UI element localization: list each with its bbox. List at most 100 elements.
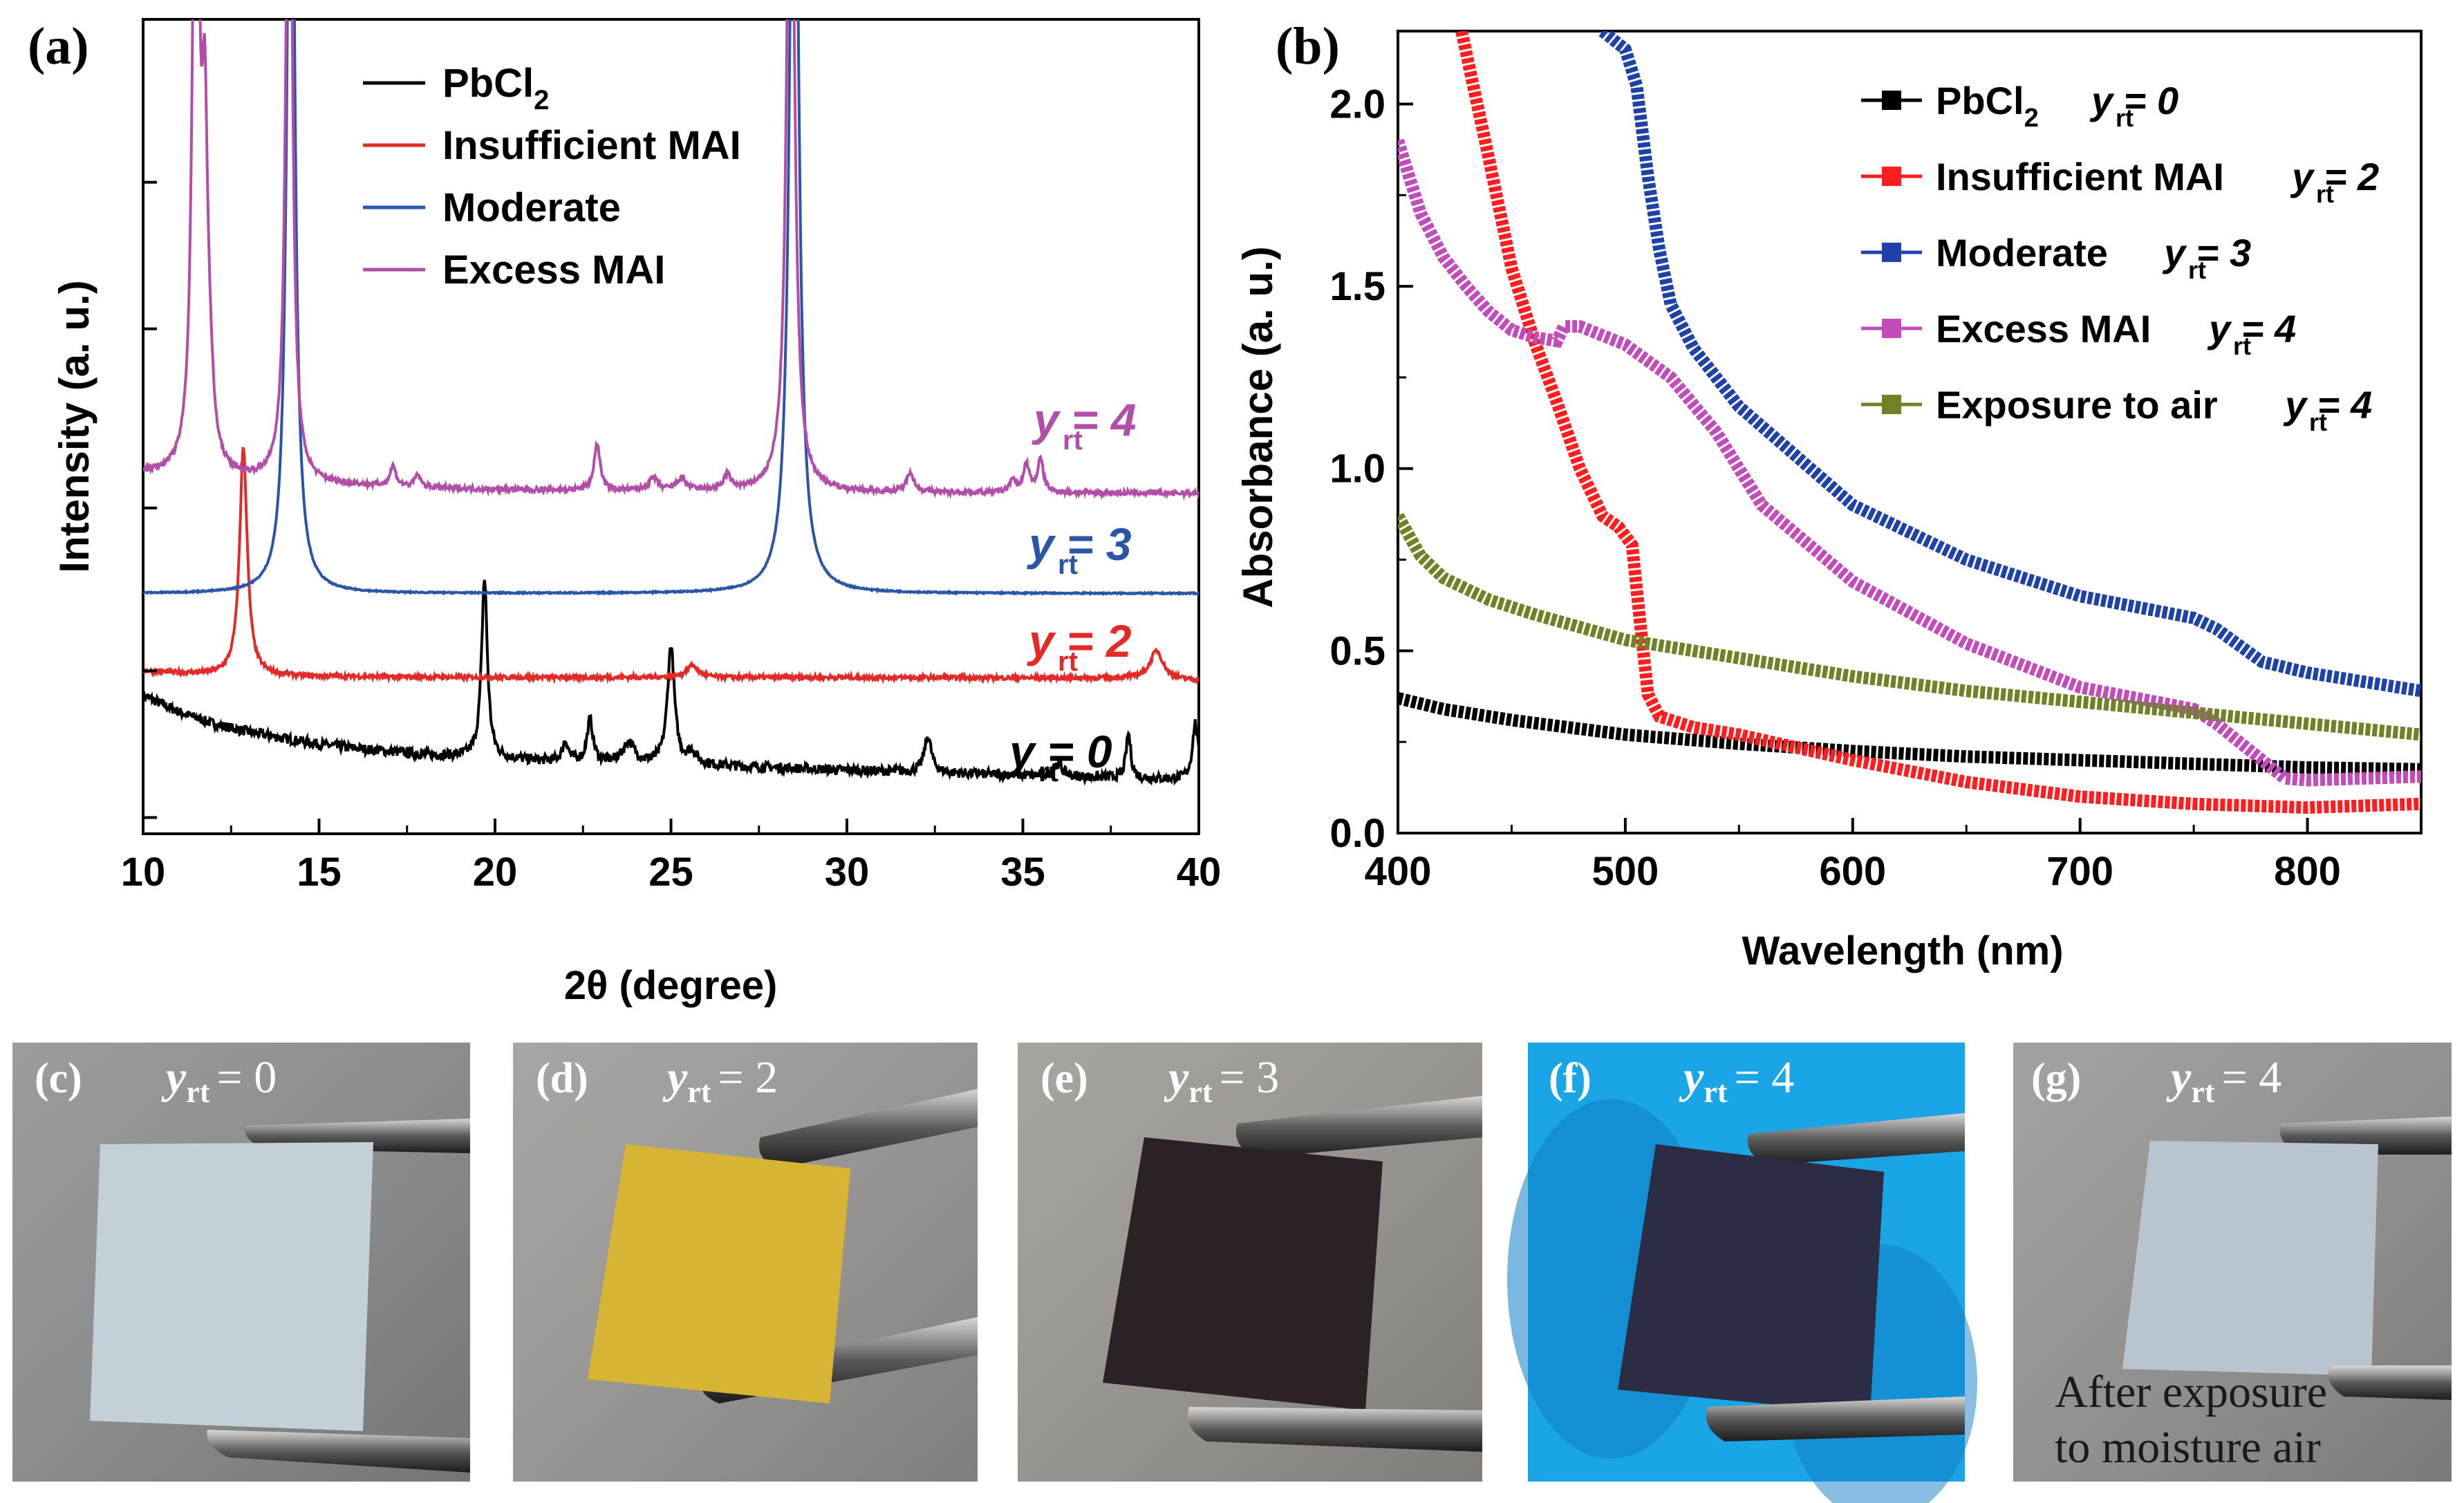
xrd-tick-labels: 10 15 20 25 30 35 40 (121, 850, 1222, 895)
photo-d-sample (588, 1144, 850, 1403)
legend-label-moderate: Moderate (442, 185, 621, 230)
absorbance-axis-ticks (1397, 102, 2309, 834)
tweezer-icon (1706, 1397, 1965, 1441)
legend-b-excess-ysub: rt (2233, 332, 2251, 360)
photo-g-val: = 4 (2221, 1052, 2281, 1103)
xrd-series-lines (143, 19, 1199, 786)
photo-d-label: (d) (536, 1055, 588, 1102)
legend-label-pbcl2-sub: 2 (534, 85, 549, 115)
xrd-x-tick-label-10: 10 (121, 850, 166, 895)
xrd-x-tick-label-15: 15 (297, 850, 342, 895)
xrd-line-pbcl2 (143, 579, 1199, 786)
photo-d: (d) yrt = 2 (513, 1043, 978, 1482)
legend-b-moderate: Moderate (1936, 231, 2108, 274)
legend-item-excess: Excess MAI y = 4 rt (1861, 307, 2296, 360)
absorbance-tick-labels: 400 500 600 700 800 0.0 0.5 1.0 1.5 2.0 (1329, 82, 2341, 894)
legend-b-excess-y: y = 4 (2207, 307, 2296, 351)
absorbance-legend: PbCl2 y = 0 rt Insufficient MAI y = 2 rt… (1861, 79, 2379, 436)
annotation-y3-sub: rt (1058, 550, 1078, 580)
absorbance-chart-panel-b: (b) 400 500 600 700 800 0.0 0.5 1.0 1.5 2.0 Absor… (1235, 17, 2423, 973)
absorbance-line-moderate (1598, 31, 2421, 698)
photo-e-val: = 3 (1219, 1052, 1279, 1103)
absorbance-series-lines (1398, 31, 2421, 814)
xrd-x-axis-label: 2θ (degree) (564, 963, 778, 1008)
absorbance-line-excess-mai (1398, 138, 2421, 787)
photo-c-y: y (161, 1052, 187, 1103)
photo-c-label: (c) (35, 1055, 82, 1102)
xrd-x-tick-label-40: 40 (1177, 850, 1222, 895)
legend-label-excess: Excess MAI (442, 248, 665, 292)
photo-f-sub: rt (1704, 1075, 1728, 1109)
absorbance-line-insufficient-mai (1455, 31, 2421, 814)
xrd-x-tick-label-30: 30 (825, 850, 870, 895)
annotation-y4-sub: rt (1063, 425, 1083, 456)
tweezer-icon (758, 1089, 978, 1168)
annotation-y0-y: y = 0 (1007, 726, 1112, 777)
legend-label-pbcl2: PbCl2 (442, 61, 549, 115)
photo-f-yrt: yrt = 4 (1679, 1052, 1794, 1109)
xrd-line-excess-mai (143, 19, 1199, 501)
photo-e-sub: rt (1188, 1075, 1213, 1109)
tweezer-icon (1235, 1096, 1482, 1158)
absorbance-plot-frame (1397, 30, 2423, 834)
legend-item-insufficient: Insufficient MAI y = 2 rt (1861, 155, 2379, 208)
legend-item-pbcl2: PbCl2 y = 0 rt (1861, 79, 2178, 133)
annotation-y2: y = 2 (1027, 615, 1132, 666)
legend-b-exposure-y: y = 4 (2283, 383, 2372, 427)
legend-b-insufficient-y: y = 2 (2290, 155, 2379, 198)
annotation-y0: y = 0 (1007, 726, 1112, 777)
annotation-y4-y: y = 4 (1032, 394, 1137, 445)
photo-d-yrt: yrt = 2 (662, 1052, 778, 1109)
absorbance-line-exposure-to-air (1398, 512, 2421, 741)
xrd-x-tick-label-35: 35 (1000, 850, 1045, 895)
xrd-line-insufficient-mai (143, 447, 1199, 685)
photo-g-sample (2122, 1141, 2378, 1376)
absorbance-x-tick-label-400: 400 (1365, 849, 1432, 894)
xrd-annotations: y = 4 rt y = 3 rt y = 2 rt y = 0 rt (1007, 394, 1137, 787)
photo-c-yrt: yrt = 0 (161, 1052, 277, 1109)
tweezer-icon (207, 1430, 470, 1473)
legend-b-pbcl2: PbCl2 (1936, 79, 2039, 133)
legend-b-pbcl2-y: y = 0 (2089, 79, 2178, 122)
xrd-y-axis-label: Intensity (a. u.) (51, 280, 97, 572)
photo-c-sub: rt (186, 1075, 210, 1109)
photo-f-label: (f) (1549, 1055, 1592, 1102)
panel-a-label: (a) (28, 17, 89, 75)
photo-e-label: (e) (1040, 1055, 1088, 1102)
photo-g-y: y (2166, 1052, 2192, 1103)
photo-g-caption-line2: to moisture air (2055, 1422, 2321, 1473)
tweezer-icon (1747, 1113, 1965, 1165)
absorbance-x-tick-label-600: 600 (1819, 849, 1886, 894)
photo-c-val: = 0 (216, 1052, 277, 1103)
absorbance-x-axis-label: Wavelength (nm) (1742, 928, 2063, 973)
absorbance-y-tick-label-1.5: 1.5 (1329, 264, 1385, 309)
photo-g-yrt: yrt = 4 (2166, 1052, 2281, 1109)
xrd-x-tick-label-20: 20 (473, 850, 518, 895)
photo-c-sample (90, 1142, 373, 1431)
photo-e-yrt: yrt = 3 (1164, 1052, 1279, 1109)
photo-d-y: y (662, 1052, 688, 1103)
photo-d-val: = 2 (718, 1052, 778, 1103)
absorbance-x-tick-label-500: 500 (1592, 849, 1659, 894)
absorbance-y-tick-label-0.5: 0.5 (1329, 628, 1385, 673)
annotation-y3: y = 3 (1027, 519, 1132, 570)
absorbance-y-tick-label-1.0: 1.0 (1329, 447, 1385, 492)
photo-d-sub: rt (687, 1075, 711, 1109)
annotation-y0-sub: rt (1038, 757, 1058, 787)
legend-b-moderate-ysub: rt (2188, 256, 2206, 284)
legend-b-pbcl2-main: PbCl (1936, 79, 2024, 122)
photo-g-sub: rt (2191, 1075, 2215, 1109)
absorbance-x-tick-label-800: 800 (2274, 849, 2341, 894)
absorbance-y-axis-label: Absorbance (a. u.) (1235, 246, 1281, 608)
absorbance-x-tick-label-700: 700 (2046, 849, 2113, 894)
photo-f: (f) yrt = 4 (1507, 1043, 1977, 1503)
photo-c: (c) yrt = 0 (12, 1043, 470, 1482)
xrd-axis-ticks (142, 180, 1200, 834)
absorbance-line-pbcl2 (1398, 692, 2421, 776)
annotation-y2-y: y = 2 (1027, 615, 1132, 666)
legend-b-exposure: Exposure to air (1936, 383, 2218, 427)
legend-b-excess: Excess MAI (1936, 307, 2151, 351)
photo-e-sample (1103, 1137, 1383, 1410)
absorbance-y-tick-label-0.0: 0.0 (1329, 811, 1385, 856)
